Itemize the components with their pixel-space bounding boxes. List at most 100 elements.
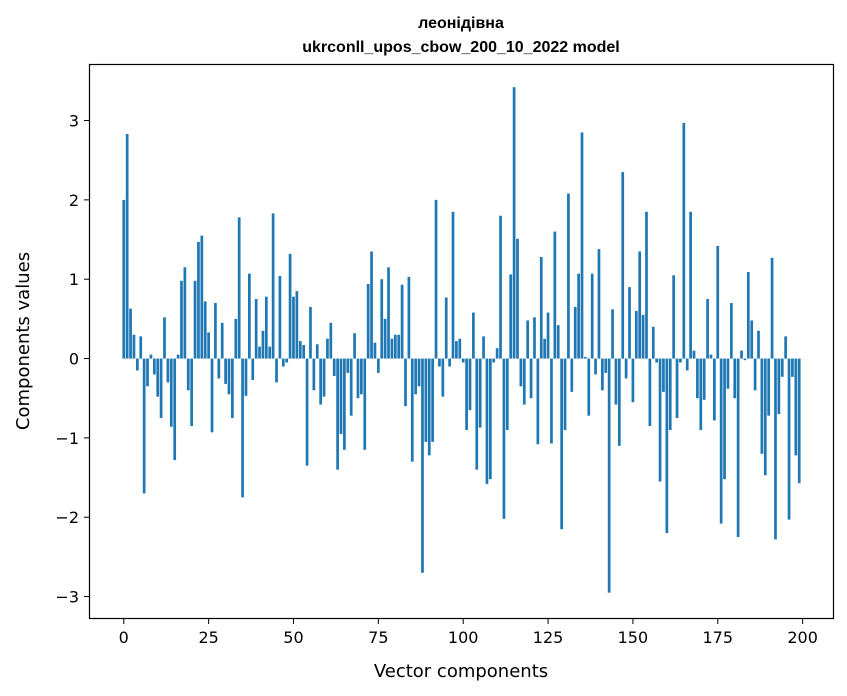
chart-subtitle: ukrconll_upos_cbow_200_10_2022 model (302, 39, 619, 56)
bar-162 (672, 275, 675, 359)
bar-172 (706, 299, 709, 359)
x-axis-label: Vector components (374, 661, 548, 682)
bar-116 (516, 238, 519, 359)
bar-98 (455, 341, 458, 359)
bar-17 (180, 280, 183, 359)
y-tick-label: 0 (69, 350, 79, 369)
bar-75 (376, 358, 380, 373)
bar-60 (326, 338, 329, 359)
bar-54 (305, 358, 309, 466)
y-tick-label: 3 (69, 112, 79, 131)
bar-89 (424, 358, 428, 442)
bar-154 (645, 211, 648, 359)
bar-189 (763, 358, 767, 476)
bar-129 (560, 358, 563, 530)
bar-160 (665, 358, 669, 534)
bar-178 (726, 358, 730, 389)
bar-34 (237, 217, 241, 359)
bar-79 (390, 338, 394, 359)
bar-173 (709, 354, 713, 359)
bar-126 (550, 358, 553, 444)
bar-25 (207, 332, 210, 359)
x-tick-label: 100 (448, 628, 479, 647)
bar-187 (757, 330, 760, 359)
bar-68 (353, 333, 356, 359)
bar-56 (312, 358, 316, 391)
bar-102 (468, 358, 472, 411)
bar-96 (448, 358, 451, 367)
bar-144 (611, 309, 614, 359)
bar-64 (339, 358, 343, 434)
bar-174 (713, 358, 716, 421)
bar-179 (729, 303, 733, 359)
bar-148 (624, 358, 628, 379)
bar-182 (740, 350, 743, 359)
bar-111 (499, 215, 502, 359)
bar-118 (522, 358, 526, 405)
x-tick-label: 25 (198, 628, 218, 647)
bar-107 (485, 358, 489, 484)
bar-33 (234, 318, 238, 359)
bar-55 (309, 306, 312, 359)
bar-112 (502, 358, 506, 519)
bar-7 (146, 358, 149, 387)
bar-40 (258, 346, 261, 359)
bar-9 (152, 358, 156, 375)
bar-175 (716, 245, 720, 359)
bar-104 (475, 358, 479, 470)
bar-22 (197, 241, 200, 359)
bar-151 (634, 310, 638, 359)
bar-191 (770, 257, 774, 359)
bar-135 (580, 132, 584, 359)
bar-157 (655, 358, 659, 363)
bar-136 (584, 356, 587, 359)
bar-71 (363, 358, 367, 450)
x-tick-label: 50 (283, 628, 303, 647)
bar-32 (231, 358, 234, 419)
bar-108 (488, 358, 492, 480)
bar-134 (577, 273, 580, 359)
bar-35 (241, 358, 244, 498)
bar-8 (149, 354, 153, 359)
bar-168 (692, 350, 696, 359)
bar-197 (791, 358, 794, 377)
bar-90 (427, 358, 431, 456)
bar-67 (349, 358, 353, 416)
bar-20 (190, 358, 194, 426)
bar-12 (163, 317, 166, 359)
bar-140 (597, 249, 601, 359)
bar-138 (590, 273, 594, 359)
chart-title: леонідівна (418, 15, 504, 32)
bar-106 (482, 336, 485, 359)
bar-61 (329, 322, 333, 359)
bar-110 (495, 348, 499, 359)
bar-93 (438, 358, 441, 367)
bar-127 (553, 231, 557, 359)
bar-82 (400, 284, 404, 359)
bar-38 (251, 358, 255, 380)
bar-121 (533, 317, 536, 359)
bar-114 (509, 274, 513, 359)
bar-47 (281, 358, 285, 367)
bar-122 (536, 358, 540, 445)
x-axis-ticks: 0 25 50 75 100 125 150 175 200 (119, 618, 818, 647)
bar-180 (733, 358, 737, 399)
bar-84 (407, 276, 411, 359)
bar-181 (736, 358, 740, 538)
bar-31 (227, 358, 231, 395)
bar-161 (668, 358, 672, 430)
bar-125 (546, 312, 550, 359)
bar-176 (719, 358, 723, 524)
bar-145 (614, 358, 618, 405)
bar-4 (135, 358, 139, 371)
bar-141 (601, 358, 604, 391)
bar-131 (567, 193, 570, 359)
bar-155 (648, 358, 652, 426)
bar-57 (315, 344, 319, 359)
bar-6 (142, 358, 146, 494)
y-axis-ticks: −3 −2 −1 0 1 2 3 (55, 112, 90, 607)
bar-43 (268, 346, 272, 359)
bar-166 (685, 358, 689, 371)
bar-146 (617, 358, 621, 446)
bar-87 (417, 358, 421, 387)
